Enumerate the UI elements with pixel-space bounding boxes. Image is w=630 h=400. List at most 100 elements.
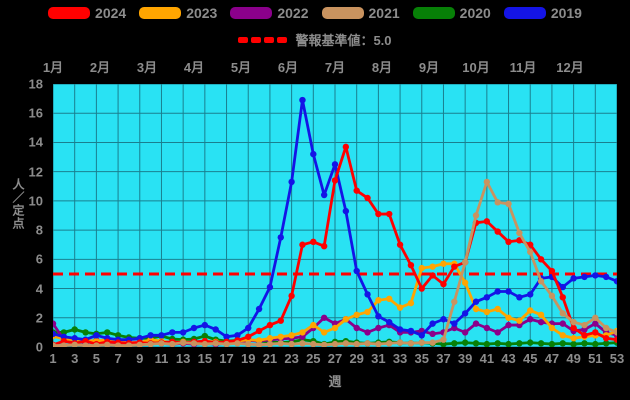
series-marker-2020 — [505, 340, 512, 348]
series-marker-2019 — [201, 321, 209, 329]
series-marker-2021 — [288, 340, 295, 348]
legend-item-2024: 2024 — [48, 5, 126, 21]
series-marker-2022 — [461, 329, 469, 336]
series-marker-2020 — [483, 340, 491, 348]
series-marker-2023 — [364, 308, 371, 316]
month-axis: 1月 2月 3月 4月 5月 6月 7月 8月 9月 10月 11月 12月 — [43, 57, 617, 75]
series-marker-2023 — [418, 264, 425, 272]
series-marker-2023 — [386, 295, 393, 302]
series-marker-2019 — [190, 324, 198, 332]
series-marker-2023 — [331, 324, 339, 332]
series-marker-2021 — [353, 340, 360, 348]
series-marker-2021 — [461, 259, 469, 266]
series-marker-2021 — [386, 340, 393, 347]
legend-label: 2023 — [186, 5, 218, 21]
series-marker-2024 — [537, 256, 545, 263]
series-marker-2019 — [277, 234, 284, 241]
plot-area — [49, 83, 621, 349]
y-tick-label: 16 — [28, 105, 43, 121]
series-marker-2024 — [494, 228, 501, 235]
series-marker-2019 — [516, 294, 523, 301]
series-marker-2021 — [255, 341, 263, 349]
x-tick-label: 19 — [240, 351, 256, 366]
series-marker-2019 — [386, 318, 393, 326]
month-label: 3月 — [136, 60, 158, 75]
x-tick-label: 41 — [479, 351, 495, 366]
series-marker-2021 — [516, 229, 523, 237]
series-marker-2019 — [299, 96, 306, 104]
series-marker-2021 — [310, 340, 317, 348]
series-marker-2024 — [342, 143, 350, 151]
series-marker-2021 — [592, 314, 599, 321]
x-tick-label: 33 — [392, 351, 408, 366]
series-marker-2020 — [82, 329, 89, 336]
series-marker-2021 — [212, 340, 219, 347]
series-marker-2024 — [386, 210, 393, 218]
series-marker-2019 — [234, 332, 241, 339]
month-label: 5月 — [230, 60, 252, 75]
x-tick-label: 39 — [457, 351, 473, 366]
series-marker-2019 — [342, 207, 350, 215]
y-tick-label: 0 — [35, 339, 43, 355]
month-label: 7月 — [324, 60, 346, 75]
line-chart — [49, 83, 621, 349]
x-tick-label: 15 — [197, 351, 213, 366]
series-marker-2022 — [353, 324, 360, 332]
month-label: 12月 — [556, 60, 584, 75]
x-tick-label: 37 — [436, 351, 451, 366]
month-label: 9月 — [418, 60, 440, 75]
series-marker-2024 — [277, 317, 284, 324]
series-marker-2023 — [342, 316, 350, 323]
series-marker-2020 — [537, 340, 545, 347]
series-marker-2021 — [104, 341, 111, 349]
x-tick-label: 9 — [136, 351, 144, 366]
month-label: 8月 — [371, 60, 393, 75]
series-marker-2023 — [310, 321, 317, 329]
series-marker-2024 — [82, 337, 89, 345]
series-marker-2024 — [353, 187, 360, 194]
x-tick-label: 5 — [92, 351, 100, 366]
series-marker-2024 — [245, 333, 252, 340]
series-marker-2020 — [570, 340, 577, 348]
threshold-label: 警報基準値：5.0 — [295, 33, 392, 48]
series-marker-2024 — [288, 292, 295, 300]
series-marker-2019 — [461, 310, 469, 317]
series-marker-2021 — [266, 340, 274, 348]
series-marker-2019 — [310, 150, 317, 158]
legend-label: 2020 — [459, 5, 491, 21]
x-tick-label: 3 — [71, 351, 79, 366]
series-marker-2019 — [494, 288, 501, 295]
series-marker-2019 — [602, 273, 610, 281]
series-marker-2020 — [548, 340, 556, 348]
month-label: 2月 — [89, 60, 111, 75]
legend-swatch-2020 — [412, 7, 455, 19]
series-marker-2021 — [71, 341, 78, 349]
series-marker-2021 — [548, 292, 556, 300]
x-tick-label: 51 — [588, 351, 603, 366]
series-marker-2024 — [592, 329, 599, 336]
legend-item-2019: 2019 — [503, 5, 582, 21]
series-marker-2021 — [429, 339, 436, 346]
series-marker-2022 — [494, 329, 501, 336]
series-marker-2021 — [505, 200, 512, 208]
series-marker-2021 — [364, 340, 371, 347]
legend-label: 2022 — [277, 5, 309, 21]
series-marker-2022 — [559, 320, 566, 327]
x-tick-label: 53 — [609, 351, 625, 366]
x-tick-label: 29 — [349, 351, 364, 366]
series-marker-2021 — [147, 340, 154, 348]
series-marker-2019 — [418, 332, 425, 339]
series-marker-2023 — [255, 337, 263, 344]
series-marker-2019 — [288, 178, 295, 186]
series-marker-2022 — [592, 320, 599, 327]
series-marker-2020 — [451, 340, 458, 347]
series-marker-2019 — [375, 313, 382, 320]
series-marker-2024 — [364, 194, 371, 202]
series-marker-2021 — [527, 248, 534, 256]
series-marker-2019 — [451, 320, 458, 327]
series-marker-2020 — [104, 329, 111, 336]
series-marker-2019 — [320, 191, 328, 199]
series-marker-2024 — [310, 238, 317, 245]
series-marker-2021 — [223, 340, 230, 348]
